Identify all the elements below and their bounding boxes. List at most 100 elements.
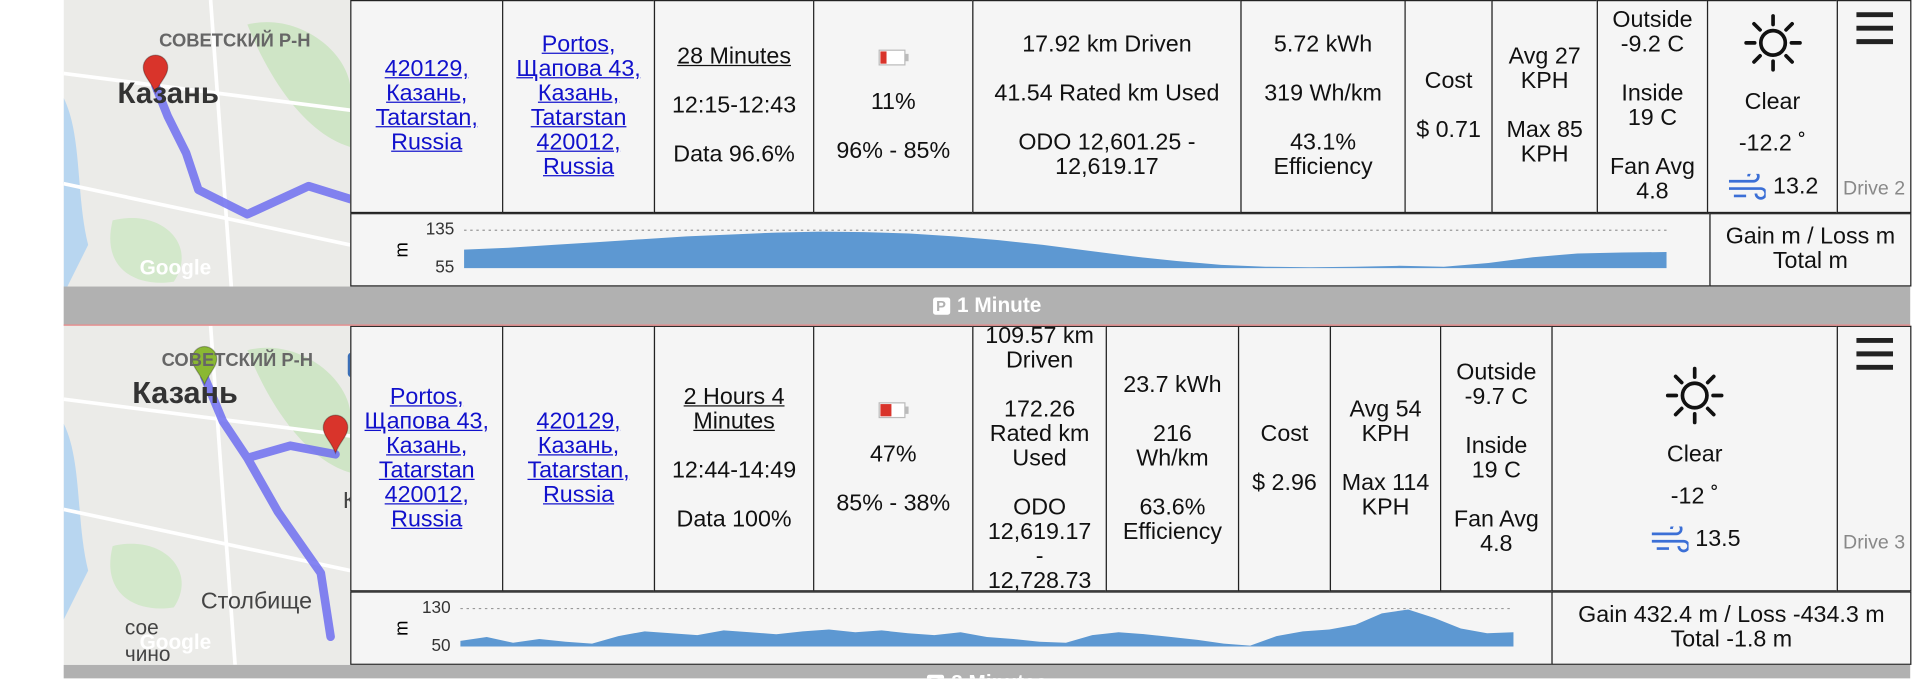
wind-speed: 13.2 bbox=[1773, 173, 1819, 200]
parking-icon: P bbox=[932, 297, 950, 315]
sun-ray bbox=[1751, 54, 1762, 64]
cost-label: Cost bbox=[1260, 420, 1309, 447]
distance: 17.92 km Driven bbox=[1022, 31, 1192, 58]
battery: 47% bbox=[869, 441, 917, 468]
map-label: СОВЕТСКИЙ Р-Н bbox=[159, 30, 310, 51]
trip-cell: 5.72 kWh 319 Wh/km 43.1% Efficiency bbox=[1240, 0, 1406, 214]
trip-cell: 23.7 kWh 216 Wh/km 63.6% Efficiency bbox=[1105, 325, 1240, 592]
map-label: чино bbox=[125, 643, 171, 665]
row-divider bbox=[63, 324, 1911, 326]
map-label: Куюки bbox=[343, 487, 350, 513]
battery-fill bbox=[879, 403, 891, 416]
sun-ray bbox=[1705, 374, 1716, 384]
y-tick-label: 55 bbox=[435, 257, 454, 277]
drive-label: Drive 2 bbox=[1843, 178, 1906, 200]
time-range: 12:15-12:43 bbox=[671, 93, 797, 119]
data-quality: Data 96.6% bbox=[673, 142, 795, 168]
gain-loss: Gain 432.4 m / Loss -434.3 m bbox=[1578, 602, 1885, 629]
sun-ray bbox=[1783, 21, 1794, 32]
time-range: 12:44-14:49 bbox=[671, 457, 797, 484]
parking-bar: P 8 Minutes bbox=[63, 664, 1911, 679]
total: Total -1.8 m bbox=[1670, 626, 1793, 653]
map-park bbox=[247, 22, 351, 147]
trip-cell: Portos, Щапова 43, Казань, Tatarstan 420… bbox=[502, 0, 656, 214]
trip-cell: Outside -9.2 C Inside 19 C Fan Avg 4.8 bbox=[1596, 0, 1709, 214]
speed-avg: Avg 27 KPH bbox=[1508, 44, 1581, 95]
sun bbox=[1680, 380, 1709, 409]
speed-max: Max 85 KPH bbox=[1506, 117, 1583, 168]
map-park bbox=[110, 218, 182, 283]
map-label: Столбище bbox=[201, 588, 312, 614]
cost-label: Cost bbox=[1424, 68, 1473, 95]
trip-cell: Clear -12.2 ˚ 13.2 bbox=[1706, 0, 1838, 214]
rated-used: 172.26 Rated km Used bbox=[989, 396, 1090, 471]
end-address[interactable]: 420129, Казань, Tatarstan, Russia bbox=[527, 408, 630, 508]
sun-ray bbox=[1751, 21, 1762, 32]
trip-cell: 2 Hours 4 Minutes 12:44-14:49 Data 100% bbox=[653, 325, 815, 592]
cost: $ 2.96 bbox=[1252, 469, 1317, 496]
elevation-area bbox=[460, 609, 1514, 647]
map-route bbox=[200, 372, 340, 642]
gain-loss: Gain m / Loss m bbox=[1725, 224, 1896, 250]
elevation-cell: m 55 135 bbox=[350, 213, 1711, 287]
trip-cell: Clear -12 ˚ 13.5 bbox=[1551, 325, 1838, 592]
y-axis-label: m bbox=[391, 242, 412, 257]
map-road bbox=[63, 0, 351, 287]
map-label: Казань bbox=[132, 376, 238, 410]
battery: 11% bbox=[870, 89, 916, 116]
elevation-summary: Gain 432.4 m / Loss -434.3 m Total -1.8 m bbox=[1551, 591, 1912, 665]
end-address[interactable]: Portos, Щапова 43, Казань, Tatarstan 420… bbox=[516, 31, 641, 181]
y-tick-label: 130 bbox=[422, 597, 451, 617]
energy: 23.7 kWh bbox=[1123, 371, 1222, 398]
y-tick-label: 135 bbox=[426, 219, 455, 239]
weather-text: Clear bbox=[1666, 441, 1723, 468]
battery-icon bbox=[877, 401, 908, 418]
trip-cell: 420129, Казань, Tatarstan, Russia bbox=[350, 0, 504, 214]
sun-ray bbox=[1705, 406, 1716, 416]
trip-cell: 420129, Казань, Tatarstan, Russia bbox=[502, 325, 656, 592]
consumption: 319 Wh/km bbox=[1264, 80, 1382, 107]
sun bbox=[1758, 28, 1787, 57]
battery-range: 96% - 85% bbox=[836, 138, 951, 165]
map-pin bbox=[191, 345, 218, 387]
trip-cell: Avg 27 KPH Max 85 KPH bbox=[1491, 0, 1598, 214]
wind: 13.2 bbox=[1727, 173, 1819, 201]
trip-cell: 17.92 km Driven 41.54 Rated km Used ODO 12… bbox=[972, 0, 1242, 214]
weather-text: Clear bbox=[1744, 89, 1801, 116]
map-route bbox=[151, 81, 351, 219]
map-park bbox=[247, 347, 351, 473]
parking-bar: P 1 Minute bbox=[63, 286, 1911, 326]
start-address[interactable]: Portos, Щапова 43, Казань, Tatarstan 420… bbox=[364, 383, 489, 533]
map-park bbox=[110, 543, 182, 609]
trip-cell: Portos, Щапова 43, Казань, Tatarstan 420… bbox=[350, 325, 504, 592]
map-label: СОВЕТСКИЙ Р-Н bbox=[162, 349, 313, 370]
weather-icon bbox=[1743, 14, 1802, 72]
parking-duration: 8 Minutes bbox=[951, 671, 1047, 678]
battery-range: 85% - 38% bbox=[836, 490, 951, 517]
map-pin bbox=[142, 54, 169, 95]
route-map: СОВЕТСКИЙ Р-НM7КазаньКуюкиСтолбищеСоксое… bbox=[63, 325, 351, 665]
trip-cell: 109.57 km Driven 172.26 Rated km Used ODO … bbox=[972, 323, 1107, 593]
battery-tip bbox=[904, 405, 908, 414]
battery-icon bbox=[877, 49, 908, 66]
efficiency: 43.1% Efficiency bbox=[1273, 129, 1373, 181]
duration: 28 Minutes bbox=[677, 44, 791, 70]
sun-ray bbox=[1673, 406, 1684, 416]
elevation-chart: m 50 130 bbox=[391, 597, 1514, 655]
odometer: ODO 12,601.25 - 12,619.17 bbox=[1018, 129, 1196, 181]
duration: 2 Hours 4 Minutes bbox=[683, 383, 785, 435]
trip-cell: Drive 2 bbox=[1836, 0, 1912, 214]
data-quality: Data 100% bbox=[676, 506, 792, 533]
map-road bbox=[63, 325, 351, 665]
start-address[interactable]: 420129, Казань, Tatarstan, Russia bbox=[375, 56, 478, 156]
speed-max: Max 114 KPH bbox=[1341, 469, 1430, 520]
battery-fill bbox=[879, 51, 886, 64]
parking-duration: 1 Minute bbox=[956, 293, 1042, 318]
map-label: Казань bbox=[118, 77, 219, 110]
consumption: 216 Wh/km bbox=[1136, 420, 1209, 471]
trip-cell: Avg 54 KPH Max 114 KPH bbox=[1329, 325, 1442, 592]
trip-cell: Drive 3 bbox=[1836, 325, 1912, 592]
efficiency: 63.6% Efficiency bbox=[1122, 494, 1223, 545]
wind: 13.5 bbox=[1649, 525, 1741, 553]
